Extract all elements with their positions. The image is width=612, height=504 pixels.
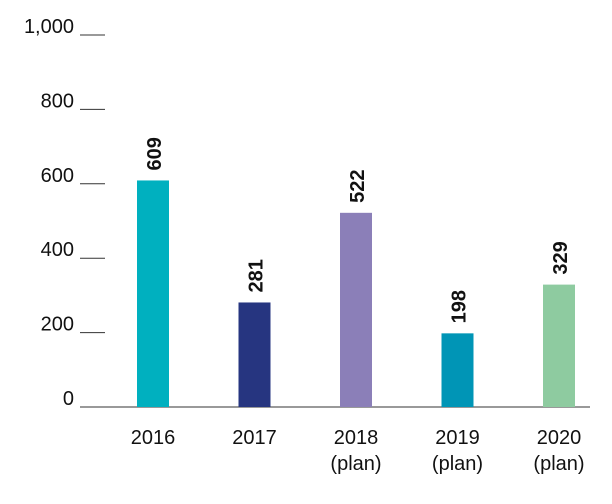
y-tick-label: 1,000 xyxy=(24,16,74,38)
x-tick-label: 2017 xyxy=(232,427,277,449)
bar xyxy=(543,284,575,407)
value-label: 522 xyxy=(347,169,369,202)
y-tick-label: 600 xyxy=(41,165,74,187)
x-tick-label: 2019 (plan) xyxy=(431,427,484,475)
bar xyxy=(238,302,271,407)
bar xyxy=(441,333,474,407)
bar xyxy=(137,180,169,407)
y-tick-label: 400 xyxy=(41,239,74,261)
x-tick-label: 2018 (plan) xyxy=(330,427,382,475)
x-tick-label: 2016 xyxy=(130,427,176,449)
y-tick-label: 0 xyxy=(63,388,74,410)
value-label: 281 xyxy=(246,259,268,292)
y-tick-label: 800 xyxy=(41,90,74,112)
x-tick-label: 2020 (plan) xyxy=(533,427,585,475)
value-label: 198 xyxy=(449,290,471,323)
value-label: 329 xyxy=(550,241,572,274)
value-label: 609 xyxy=(144,137,166,170)
bar xyxy=(340,212,372,407)
y-tick-label: 200 xyxy=(41,314,74,336)
